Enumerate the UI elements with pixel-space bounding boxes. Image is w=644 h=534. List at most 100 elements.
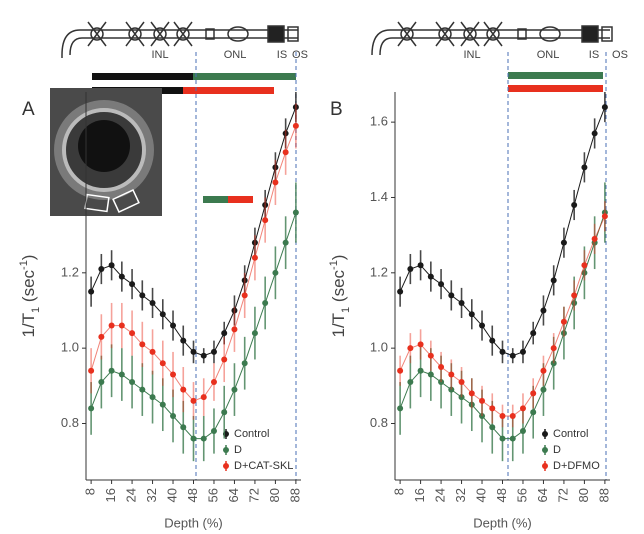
data-point — [200, 352, 207, 359]
data-point — [292, 104, 299, 111]
data-point — [479, 322, 486, 329]
legend-label: D — [553, 444, 561, 456]
data-point — [458, 299, 465, 306]
layer-label: OS — [292, 49, 308, 61]
data-point — [139, 292, 146, 299]
data-point — [251, 254, 258, 261]
x-tick-label: 56 — [205, 488, 220, 502]
data-point — [159, 311, 166, 318]
data-point — [118, 273, 125, 280]
data-point — [560, 318, 567, 325]
data-point — [180, 386, 187, 393]
x-tick-label: 24 — [433, 488, 448, 502]
layer-label: ONL — [224, 49, 247, 61]
data-point — [129, 330, 136, 337]
data-point — [180, 424, 187, 431]
data-point — [149, 394, 156, 401]
data-point — [88, 367, 95, 374]
data-point — [200, 394, 207, 401]
data-point — [149, 299, 156, 306]
data-point — [468, 390, 475, 397]
data-point — [241, 292, 248, 299]
significance-bars — [92, 72, 603, 203]
data-point — [448, 386, 455, 393]
data-point — [540, 307, 547, 314]
data-point — [241, 360, 248, 367]
data-point — [509, 412, 516, 419]
y-axis-label-part: -1 — [328, 260, 340, 270]
y-axis-label-part: ) — [19, 255, 38, 261]
x-tick-label: 64 — [226, 488, 241, 502]
data-point — [159, 360, 166, 367]
y-tick-label: 0.8 — [61, 415, 79, 430]
data-point — [149, 348, 156, 355]
data-point — [397, 367, 404, 374]
y-tick-label: 1.2 — [370, 264, 388, 279]
data-point — [221, 409, 228, 416]
data-point — [210, 348, 217, 355]
data-point — [98, 266, 105, 273]
data-point — [601, 213, 608, 220]
data-point — [540, 367, 547, 374]
x-tick-label: 32 — [144, 488, 159, 502]
data-point — [407, 345, 414, 352]
data-point — [438, 363, 445, 370]
legend-swatch — [223, 463, 229, 469]
data-point — [489, 337, 496, 344]
data-point — [560, 239, 567, 246]
data-point — [262, 202, 269, 209]
layer-label: INL — [463, 49, 480, 61]
data-point — [282, 130, 289, 137]
data-point — [108, 367, 115, 374]
data-point — [190, 435, 197, 442]
panel-label: A — [22, 99, 35, 120]
data-point — [108, 322, 115, 329]
layer-label: IS — [589, 49, 599, 61]
y-axis-label-part: (sec — [19, 269, 38, 306]
data-point — [139, 386, 146, 393]
panel-label: B — [330, 99, 343, 120]
legend-swatch — [223, 447, 229, 453]
layer-label: INL — [151, 49, 168, 61]
x-tick-label: 8 — [83, 488, 98, 495]
data-point — [231, 307, 238, 314]
data-point — [251, 239, 258, 246]
data-point — [397, 405, 404, 412]
data-point — [530, 390, 537, 397]
y-axis-label-part: 1/T — [329, 313, 348, 338]
data-point — [292, 209, 299, 216]
y-axis-label: 1/T1 (sec-1) — [328, 255, 352, 338]
data-point — [509, 352, 516, 359]
legend-swatch — [542, 447, 548, 453]
data-point — [519, 348, 526, 355]
data-point — [88, 288, 95, 295]
x-tick-label: 32 — [453, 488, 468, 502]
y-axis-label-part: -1 — [18, 260, 30, 270]
data-point — [427, 371, 434, 378]
data-point — [190, 397, 197, 404]
data-point — [499, 412, 506, 419]
data-point — [581, 164, 588, 171]
y-tick-label: 1.4 — [370, 189, 388, 204]
data-point — [550, 277, 557, 284]
data-point — [438, 281, 445, 288]
data-point — [591, 235, 598, 242]
data-point — [571, 292, 578, 299]
x-tick-label: 64 — [535, 488, 550, 502]
data-point — [530, 330, 537, 337]
x-axis-label: Depth (%) — [164, 515, 223, 530]
data-point — [427, 352, 434, 359]
data-point — [98, 379, 105, 386]
x-tick-label: 48 — [185, 488, 200, 502]
data-point — [282, 239, 289, 246]
data-point — [519, 405, 526, 412]
y-axis-label-part: 1 — [340, 307, 352, 313]
data-point — [458, 394, 465, 401]
x-tick-label: 80 — [267, 488, 282, 502]
data-point — [591, 130, 598, 137]
data-point — [407, 266, 414, 273]
data-point — [407, 379, 414, 386]
x-tick-label: 88 — [596, 488, 611, 502]
data-point — [180, 337, 187, 344]
